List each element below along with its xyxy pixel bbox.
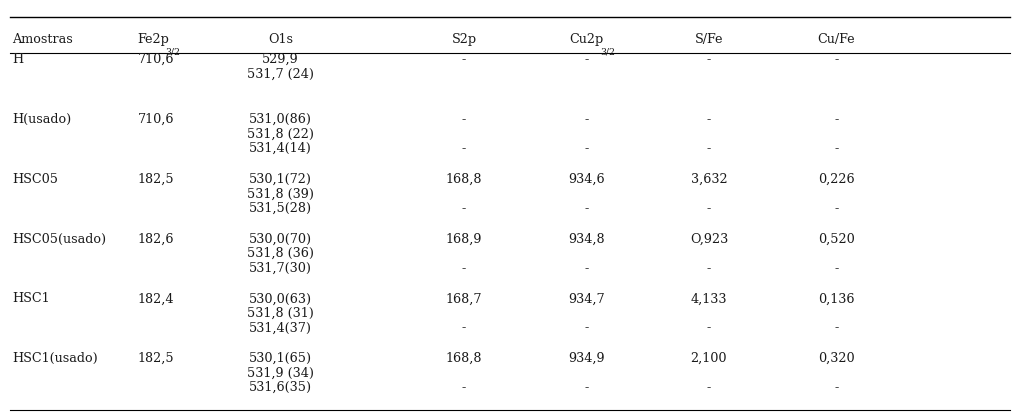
Text: -: - xyxy=(462,113,466,126)
Text: 710,6: 710,6 xyxy=(138,113,174,126)
Text: -: - xyxy=(462,321,466,334)
Text: 182,4: 182,4 xyxy=(138,292,174,305)
Text: 531,7 (24): 531,7 (24) xyxy=(247,68,314,81)
Text: -: - xyxy=(834,53,838,66)
Text: Cu/Fe: Cu/Fe xyxy=(817,34,854,46)
Text: 529,9: 529,9 xyxy=(262,53,299,66)
Text: O,923: O,923 xyxy=(689,233,728,246)
Text: S/Fe: S/Fe xyxy=(694,34,722,46)
Text: 0,520: 0,520 xyxy=(817,233,854,246)
Text: 168,9: 168,9 xyxy=(445,233,482,246)
Text: 530,1(65): 530,1(65) xyxy=(249,352,312,365)
Text: 531,7(30): 531,7(30) xyxy=(249,262,312,275)
Text: Cu2p: Cu2p xyxy=(569,34,603,46)
Text: 168,8: 168,8 xyxy=(445,352,482,365)
Text: 530,0(70): 530,0(70) xyxy=(249,233,312,246)
Text: 531,8 (36): 531,8 (36) xyxy=(247,247,314,260)
Text: -: - xyxy=(584,113,588,126)
Text: 531,8 (31): 531,8 (31) xyxy=(247,307,314,320)
Text: 3,632: 3,632 xyxy=(690,173,727,186)
Text: -: - xyxy=(706,202,710,215)
Text: 182,6: 182,6 xyxy=(138,233,174,246)
Text: -: - xyxy=(834,142,838,155)
Text: -: - xyxy=(462,262,466,275)
Text: -: - xyxy=(462,53,466,66)
Text: 3/2: 3/2 xyxy=(165,47,180,56)
Text: HSC1: HSC1 xyxy=(12,292,50,305)
Text: 2,100: 2,100 xyxy=(690,352,727,365)
Text: H: H xyxy=(12,53,23,66)
Text: 530,0(63): 530,0(63) xyxy=(249,292,312,305)
Text: 0,136: 0,136 xyxy=(817,292,854,305)
Text: 3/2: 3/2 xyxy=(600,47,614,56)
Text: S2p: S2p xyxy=(451,34,476,46)
Text: -: - xyxy=(584,321,588,334)
Text: 182,5: 182,5 xyxy=(138,173,174,186)
Text: -: - xyxy=(462,381,466,394)
Text: -: - xyxy=(462,202,466,215)
Text: -: - xyxy=(706,381,710,394)
Text: 531,5(28): 531,5(28) xyxy=(249,202,312,215)
Text: -: - xyxy=(706,113,710,126)
Text: 934,7: 934,7 xyxy=(568,292,604,305)
Text: -: - xyxy=(834,113,838,126)
Text: -: - xyxy=(462,142,466,155)
Text: 530,1(72): 530,1(72) xyxy=(249,173,312,186)
Text: -: - xyxy=(584,142,588,155)
Text: Fe2p: Fe2p xyxy=(138,34,169,46)
Text: 4,133: 4,133 xyxy=(690,292,727,305)
Text: -: - xyxy=(834,381,838,394)
Text: -: - xyxy=(706,321,710,334)
Text: -: - xyxy=(584,53,588,66)
Text: HSC05: HSC05 xyxy=(12,173,58,186)
Text: 531,8 (22): 531,8 (22) xyxy=(247,128,314,141)
Text: 934,8: 934,8 xyxy=(568,233,604,246)
Text: 710,6: 710,6 xyxy=(138,53,174,66)
Text: 531,9 (34): 531,9 (34) xyxy=(247,367,314,380)
Text: -: - xyxy=(706,262,710,275)
Text: 168,8: 168,8 xyxy=(445,173,482,186)
Text: 934,6: 934,6 xyxy=(568,173,604,186)
Text: 531,4(37): 531,4(37) xyxy=(249,321,312,334)
Text: H(usado): H(usado) xyxy=(12,113,71,126)
Text: 168,7: 168,7 xyxy=(445,292,482,305)
Text: -: - xyxy=(834,262,838,275)
Text: HSC05(usado): HSC05(usado) xyxy=(12,233,106,246)
Text: -: - xyxy=(584,262,588,275)
Text: -: - xyxy=(706,142,710,155)
Text: -: - xyxy=(584,202,588,215)
Text: 934,9: 934,9 xyxy=(568,352,604,365)
Text: 531,0(86): 531,0(86) xyxy=(249,113,312,126)
Text: -: - xyxy=(706,53,710,66)
Text: 531,8 (39): 531,8 (39) xyxy=(247,187,314,200)
Text: 0,320: 0,320 xyxy=(817,352,854,365)
Text: Amostras: Amostras xyxy=(12,34,73,46)
Text: -: - xyxy=(584,381,588,394)
Text: HSC1(usado): HSC1(usado) xyxy=(12,352,98,365)
Text: 531,6(35): 531,6(35) xyxy=(249,381,312,394)
Text: 0,226: 0,226 xyxy=(817,173,854,186)
Text: 182,5: 182,5 xyxy=(138,352,174,365)
Text: -: - xyxy=(834,321,838,334)
Text: O1s: O1s xyxy=(268,34,292,46)
Text: -: - xyxy=(834,202,838,215)
Text: 531,4(14): 531,4(14) xyxy=(249,142,312,155)
